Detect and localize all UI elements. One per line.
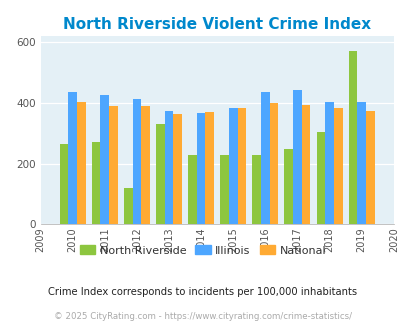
Bar: [365, 111, 374, 224]
Bar: [301, 105, 310, 224]
Bar: [196, 113, 205, 224]
Bar: [141, 106, 149, 224]
Bar: [260, 91, 269, 224]
Bar: [92, 143, 100, 224]
Bar: [124, 188, 132, 224]
Bar: [77, 102, 85, 224]
Bar: [60, 144, 68, 224]
Bar: [237, 108, 246, 224]
Bar: [333, 108, 342, 224]
Bar: [252, 155, 260, 224]
Text: © 2025 CityRating.com - https://www.cityrating.com/crime-statistics/: © 2025 CityRating.com - https://www.city…: [54, 312, 351, 321]
Legend: North Riverside, Illinois, National: North Riverside, Illinois, National: [75, 241, 330, 260]
Bar: [164, 111, 173, 224]
Bar: [348, 51, 356, 224]
Bar: [205, 112, 213, 224]
Title: North Riverside Violent Crime Index: North Riverside Violent Crime Index: [63, 17, 370, 32]
Bar: [269, 103, 278, 224]
Bar: [356, 102, 365, 224]
Bar: [228, 108, 237, 224]
Bar: [156, 124, 164, 224]
Bar: [316, 132, 324, 224]
Bar: [109, 106, 117, 224]
Bar: [284, 149, 292, 224]
Bar: [100, 95, 109, 224]
Bar: [132, 99, 141, 224]
Bar: [292, 90, 301, 224]
Bar: [173, 114, 181, 224]
Bar: [68, 92, 77, 224]
Bar: [220, 155, 228, 224]
Text: Crime Index corresponds to incidents per 100,000 inhabitants: Crime Index corresponds to incidents per…: [48, 287, 357, 297]
Bar: [188, 155, 196, 224]
Bar: [324, 102, 333, 224]
